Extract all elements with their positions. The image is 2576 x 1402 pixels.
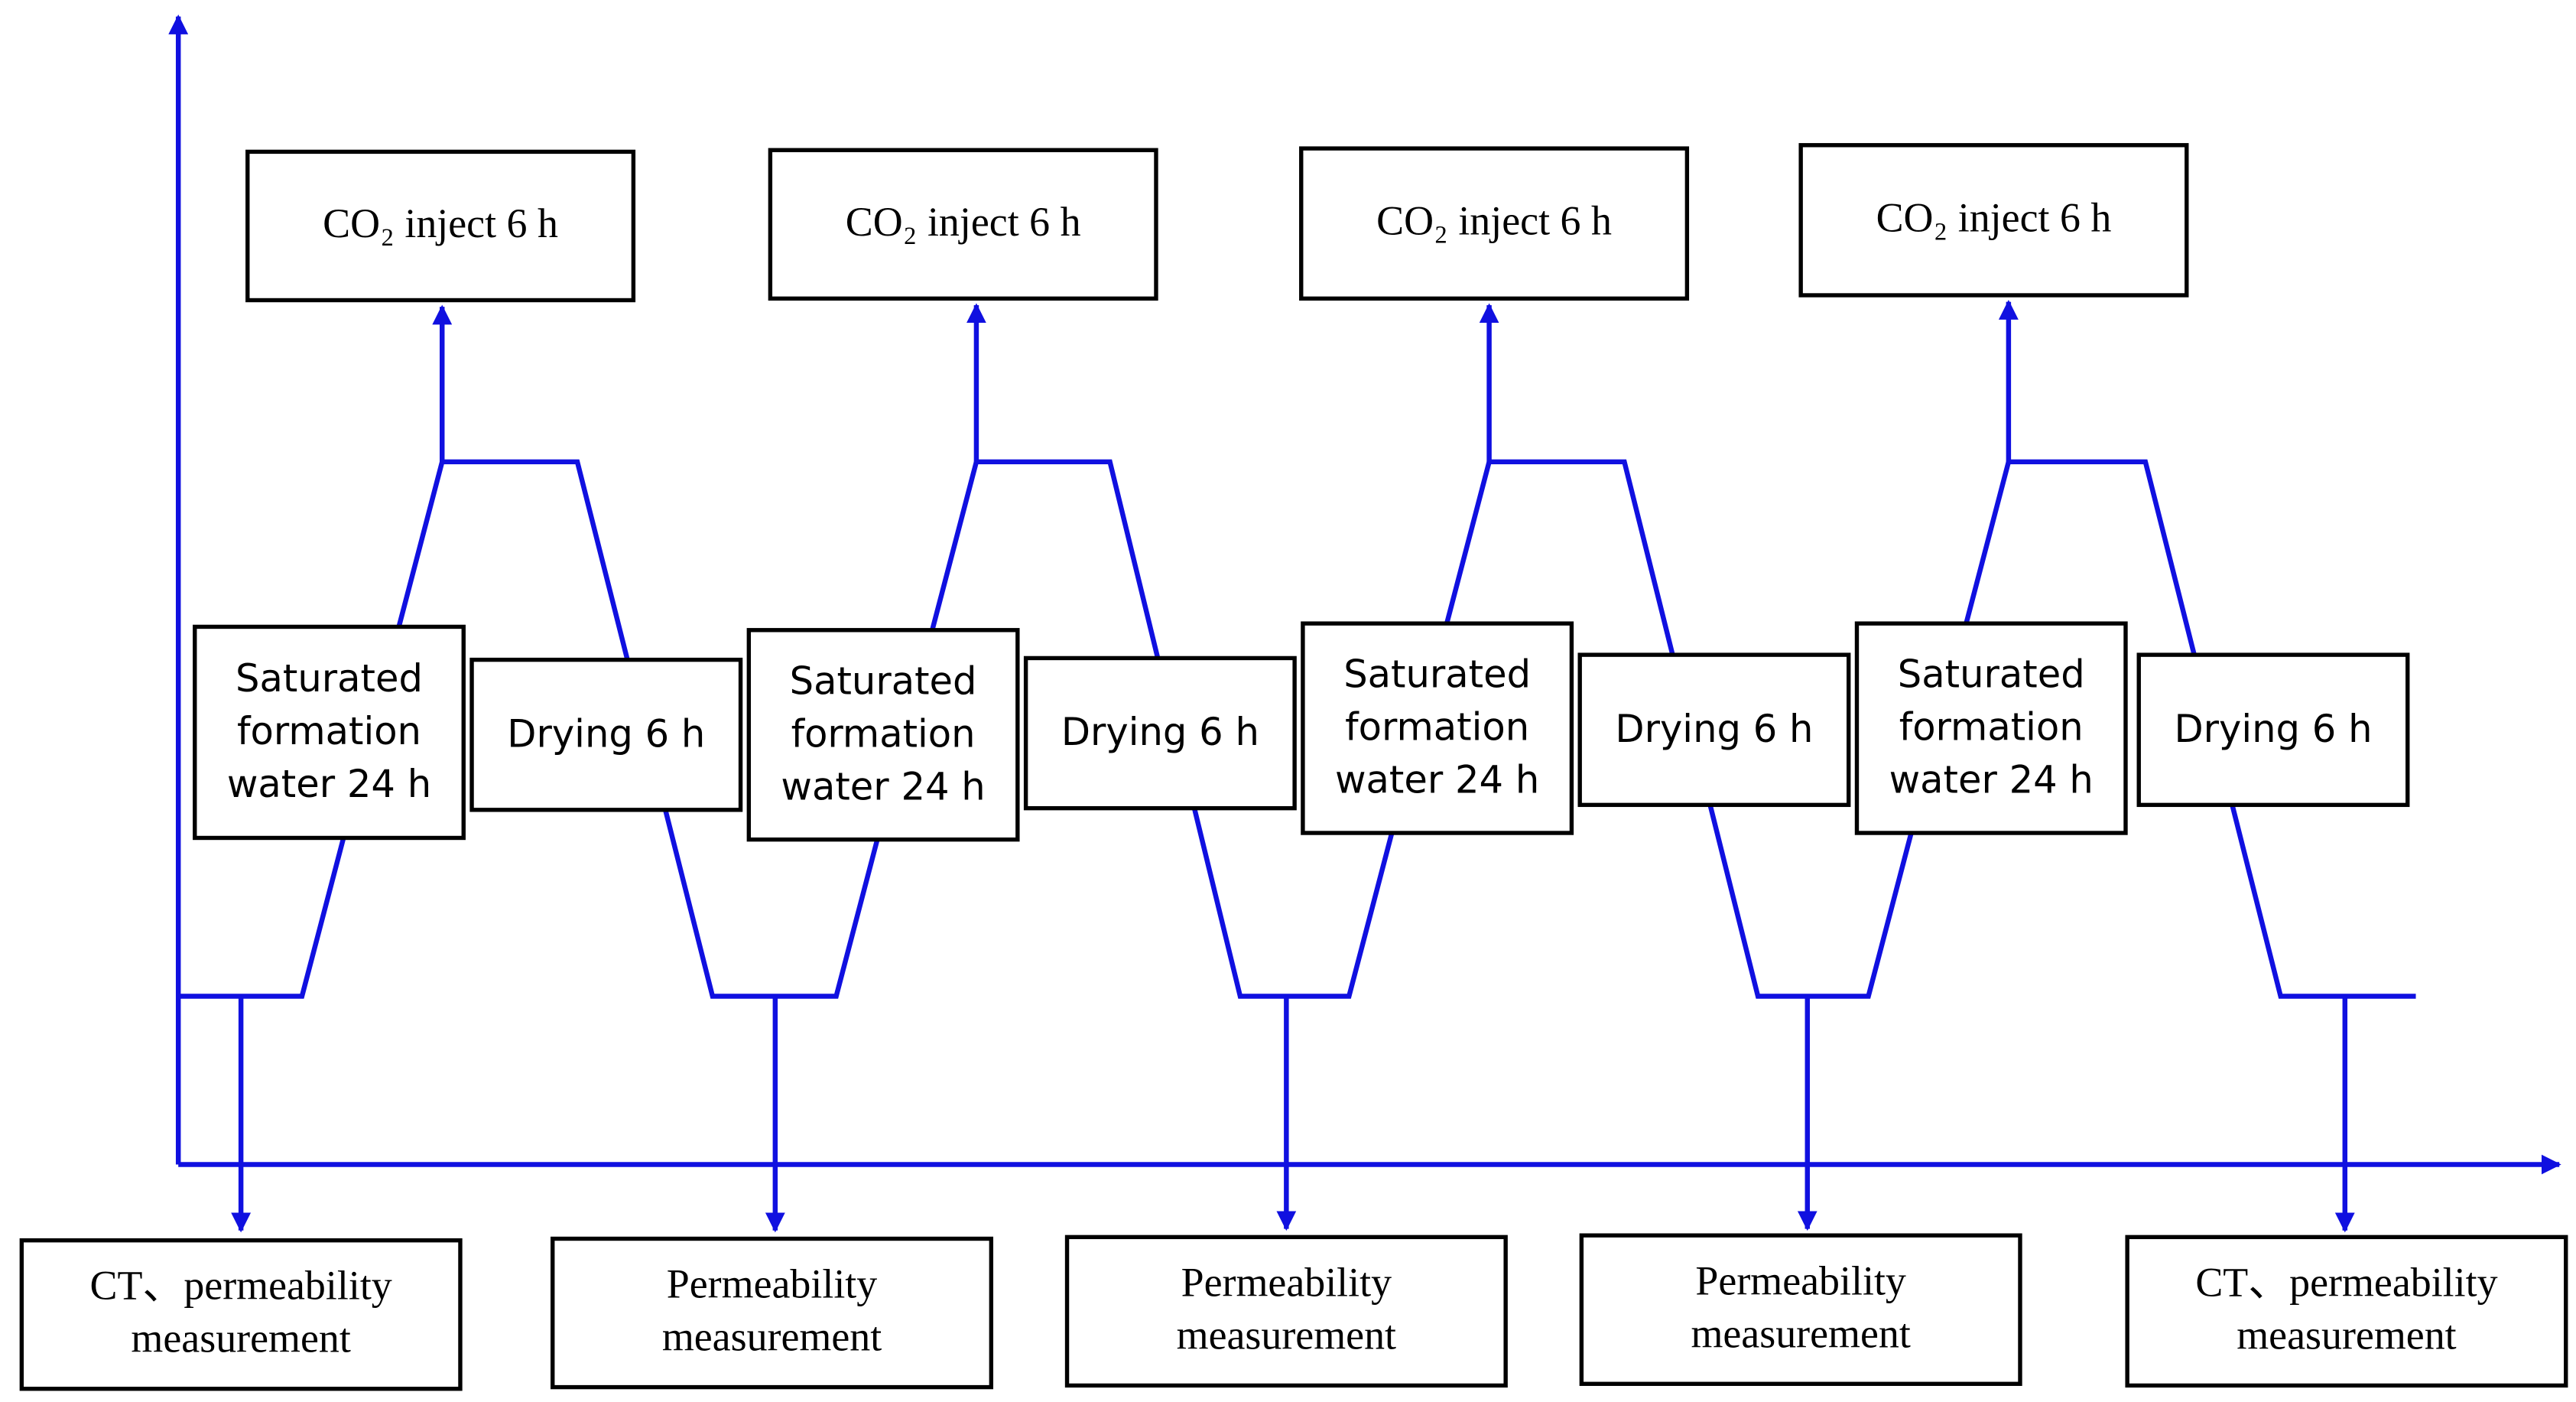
boxes: CO₂ inject 6 h CO₂ inject 6 h CO₂ inject 6… (19, 143, 2568, 1391)
saturation-box-text: water 24 h (1335, 758, 1539, 802)
measurement-box-text: CT、permeability (2195, 1259, 2497, 1305)
measurement-box-text: measurement (131, 1316, 350, 1361)
saturation-box (1854, 621, 2128, 835)
measurement-box (1579, 1233, 2022, 1386)
saturation-box (1301, 621, 1574, 835)
drying-box-text: Drying 6 h (2174, 707, 2372, 751)
saturation-box-text: Saturated (790, 659, 977, 703)
saturation-box-text: formation (237, 709, 421, 753)
process-trace (178, 459, 2416, 999)
saturation-box (746, 628, 1020, 842)
measurement-box-text: Permeability (1695, 1257, 1906, 1303)
saturation-box-text: water 24 h (781, 764, 985, 808)
drying-box-text: Drying 6 h (1061, 710, 1259, 754)
measurement-box-text: Permeability (667, 1261, 878, 1307)
measurement-box-text: measurement (1691, 1310, 1910, 1356)
co2-box-text: CO₂ inject 6 h (1376, 198, 1612, 244)
drying-box (1023, 655, 1297, 811)
drying-box (469, 657, 743, 812)
co2-box-text: CO₂ inject 6 h (323, 200, 558, 246)
co2-box-text: CO₂ inject 6 h (846, 199, 1081, 245)
saturation-box-text: Saturated (236, 656, 423, 701)
measurement-box (2125, 1234, 2568, 1388)
saturation-box-text: Saturated (1343, 652, 1531, 697)
drying-box-text: Drying 6 h (507, 711, 705, 756)
measurement-box-text: measurement (1177, 1312, 1396, 1358)
measurement-box-text: measurement (2237, 1312, 2456, 1358)
saturation-box (193, 624, 466, 841)
measurement-box-text: measurement (662, 1314, 882, 1360)
saturation-box-text: formation (791, 711, 976, 756)
saturation-box-text: water 24 h (227, 762, 431, 806)
measurement-box (19, 1238, 463, 1391)
up-arrows (432, 300, 2019, 462)
drying-box (1577, 652, 1851, 808)
co2-box (245, 149, 636, 303)
measurement-box (1064, 1234, 1508, 1388)
co2-box (768, 148, 1158, 301)
co2-box-text: CO₂ inject 6 h (1876, 194, 2112, 240)
saturation-box-text: formation (1899, 705, 2084, 750)
saturation-box-text: water 24 h (1889, 758, 2094, 802)
measurement-box-text: Permeability (1181, 1259, 1392, 1305)
drying-box-text: Drying 6 h (1615, 707, 1813, 751)
drying-box (2136, 652, 2410, 808)
saturation-box-text: formation (1345, 705, 1529, 750)
measurement-box-text: CT、permeability (90, 1263, 392, 1309)
down-arrows (231, 996, 2355, 1233)
axes (168, 14, 2561, 1175)
measurement-box (551, 1236, 994, 1390)
co2-box (1798, 143, 2189, 298)
saturation-box-text: Saturated (1898, 652, 2085, 697)
co2-box (1299, 146, 1690, 301)
